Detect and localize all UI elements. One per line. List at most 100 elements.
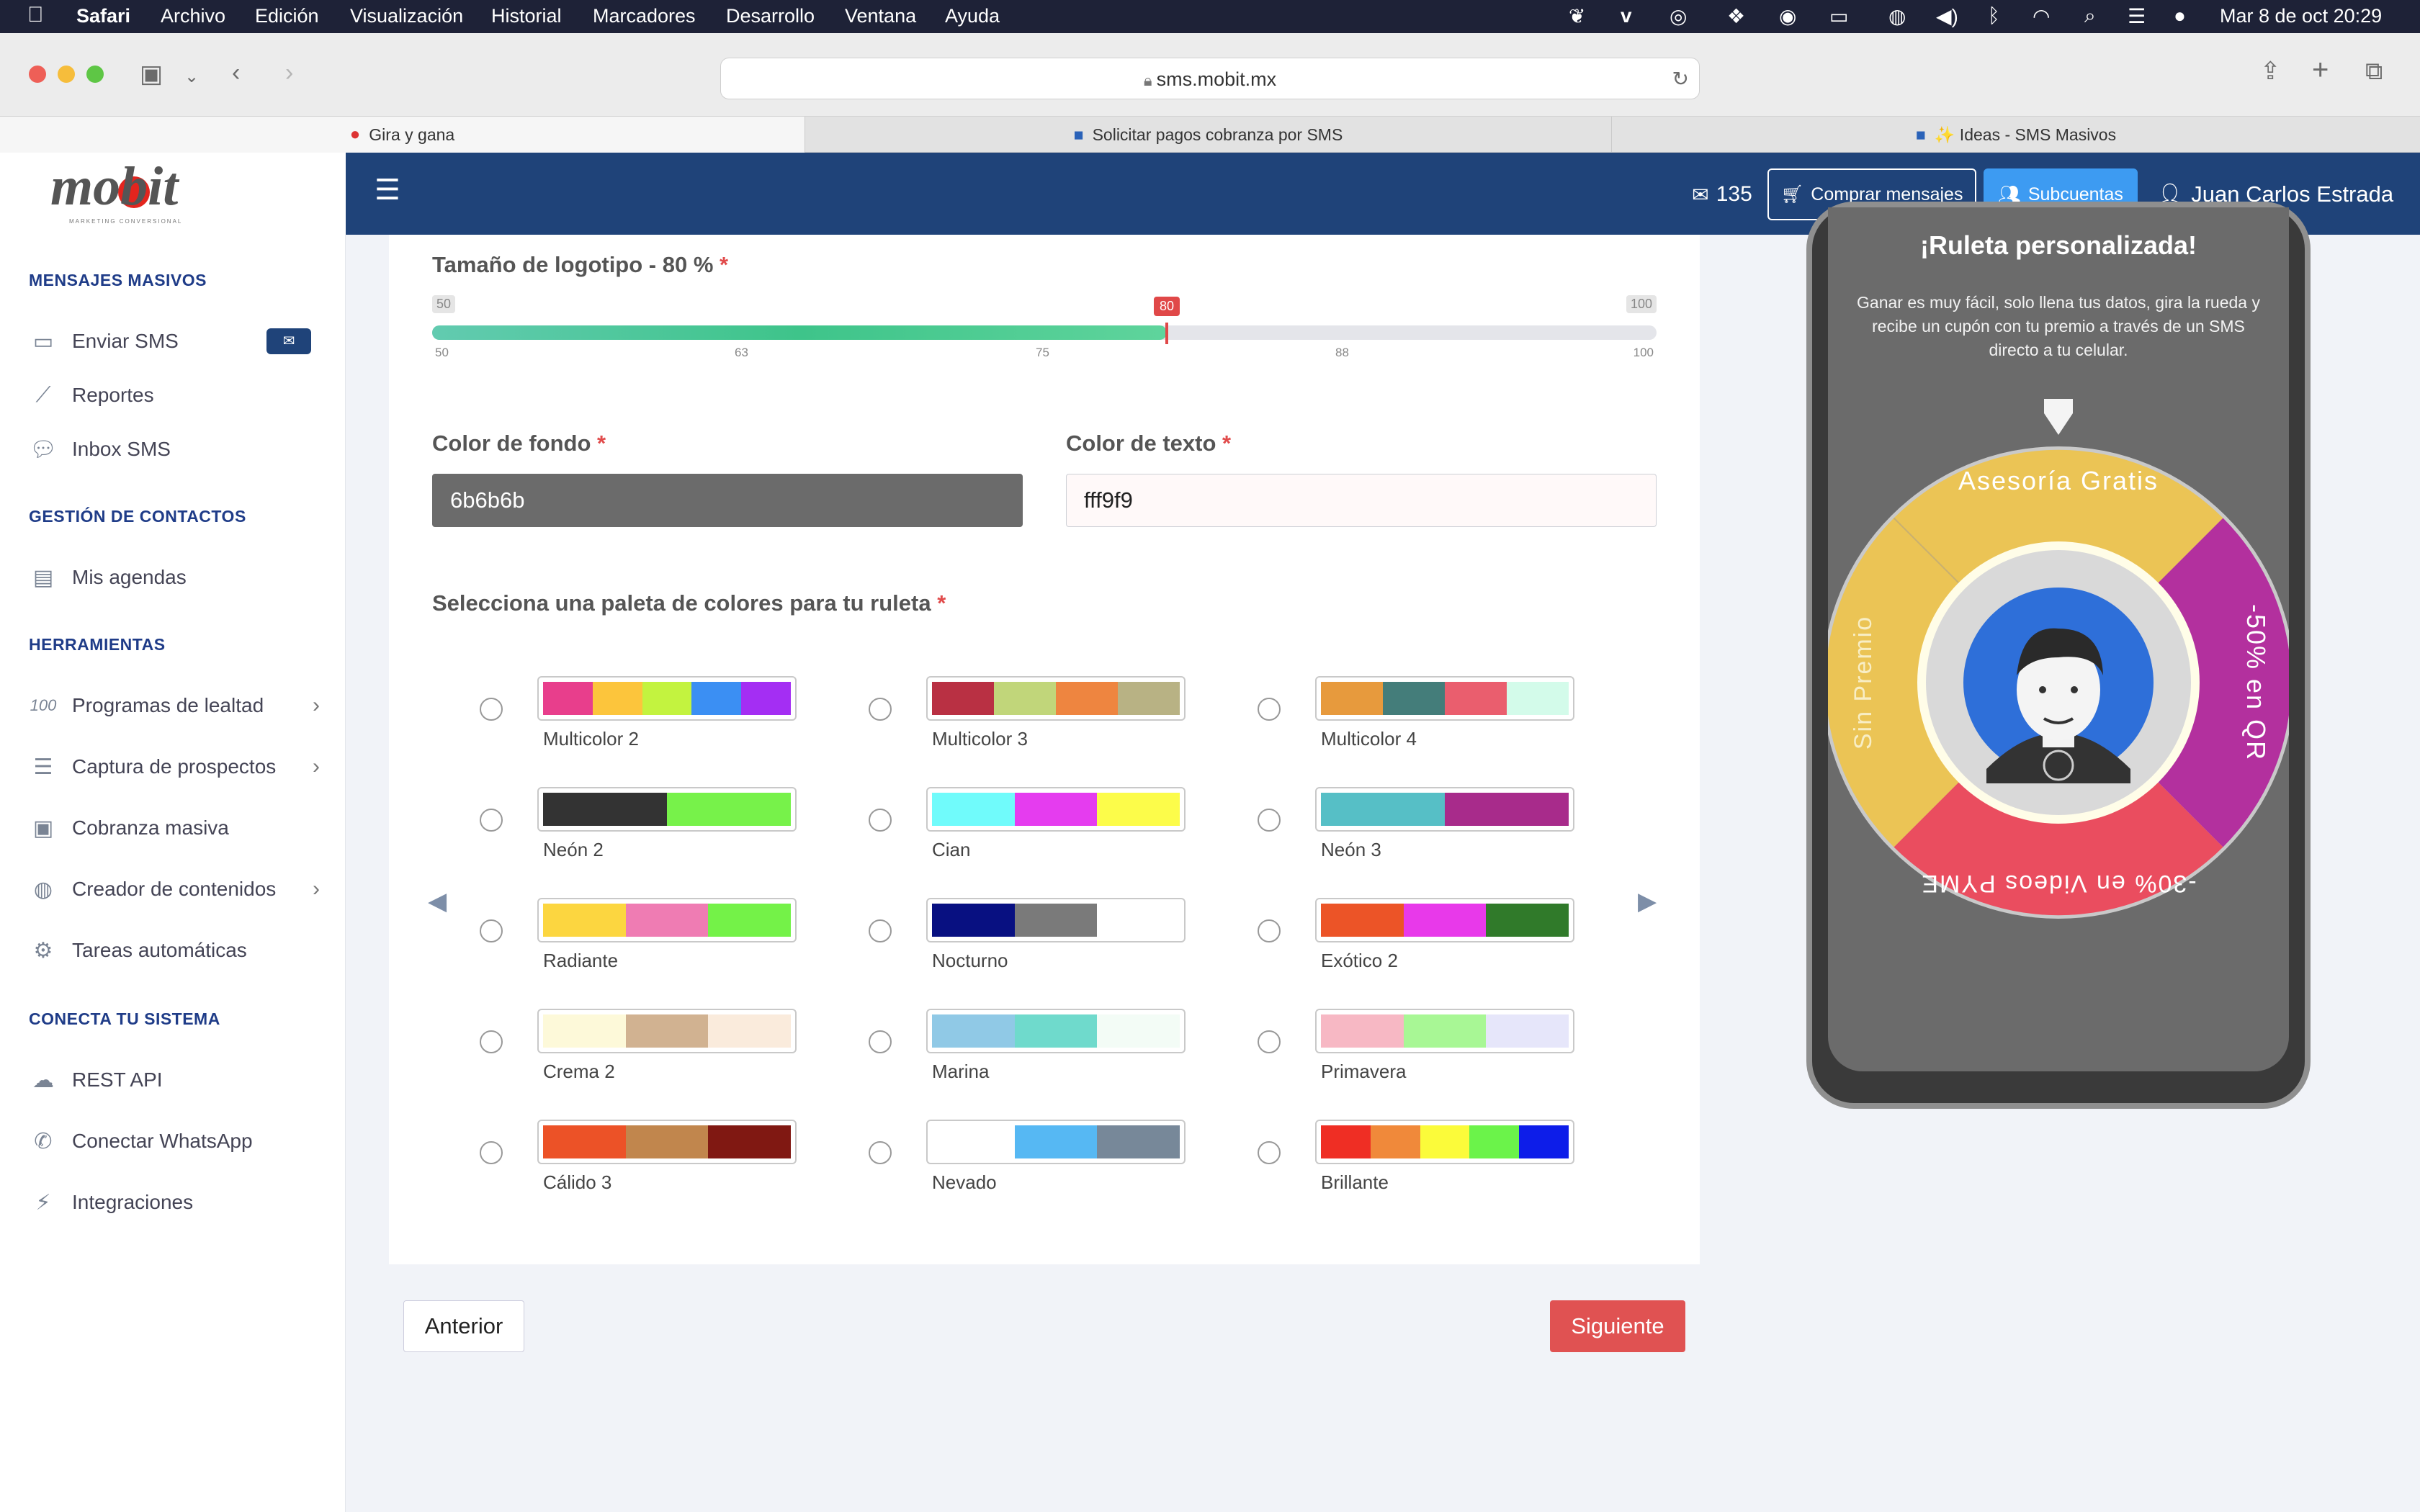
palette-radio[interactable]: [480, 1141, 503, 1164]
menu-ayuda[interactable]: Ayuda: [945, 5, 1000, 27]
reload-icon[interactable]: ↻: [1672, 68, 1689, 90]
palette-radio[interactable]: [480, 698, 503, 721]
menu-ventana[interactable]: Ventana: [845, 5, 917, 27]
forward-icon[interactable]: ›: [285, 59, 294, 86]
vimeo-icon[interactable]: v: [1621, 4, 1632, 27]
back-icon[interactable]: ‹: [232, 59, 241, 86]
palette-swatch[interactable]: [1315, 1120, 1574, 1164]
tab-solicitar-pagos[interactable]: ■ Solicitar pagos cobranza por SMS: [805, 117, 1612, 153]
messages-counter[interactable]: ✉ 135: [1682, 168, 1762, 220]
palette-radio[interactable]: [869, 698, 892, 721]
sidebar-toggle-icon[interactable]: ▣: [140, 60, 163, 88]
palette-swatch[interactable]: [1315, 787, 1574, 832]
airplay-icon[interactable]: ◉: [1779, 5, 1797, 27]
wifi-icon[interactable]: ◠: [2033, 5, 2051, 27]
menubar-datetime[interactable]: Mar 8 de oct 20:29: [2220, 5, 2383, 27]
anterior-button[interactable]: Anterior: [403, 1300, 524, 1352]
palette-swatch[interactable]: [1315, 898, 1574, 942]
sidebar-item-cobranza-masiva[interactable]: ▣ Cobranza masiva: [24, 806, 327, 850]
search-icon[interactable]: ⌕: [2084, 4, 2096, 27]
sidebar-item-conectar-whatsapp[interactable]: ✆ Conectar WhatsApp: [24, 1120, 327, 1163]
sidebar-item-label: Integraciones: [72, 1191, 194, 1213]
palette-radio[interactable]: [869, 1030, 892, 1053]
tab-gira-y-gana[interactable]: ● Gira y gana: [0, 117, 805, 153]
menu-archivo[interactable]: Archivo: [161, 5, 226, 27]
menu-edicion[interactable]: Edición: [255, 5, 319, 27]
palette-swatch[interactable]: [926, 898, 1186, 942]
text-color-input[interactable]: fff9f9: [1066, 474, 1657, 527]
minimize-window-button[interactable]: [58, 66, 75, 83]
palette-swatch[interactable]: [926, 787, 1186, 832]
sidebar-item-reportes[interactable]: ⟋ Reportes: [24, 374, 327, 417]
carousel-next-icon[interactable]: ▶: [1638, 888, 1657, 915]
new-tab-icon[interactable]: +: [2312, 54, 2329, 86]
siguiente-button[interactable]: Siguiente: [1550, 1300, 1685, 1352]
menu-historial[interactable]: Historial: [491, 5, 562, 27]
chevron-right-icon: ›: [313, 693, 320, 717]
dropbox-icon[interactable]: ❖: [1727, 5, 1746, 27]
sidebar-item-enviar-sms[interactable]: ▭ Enviar SMS ✉: [24, 320, 327, 363]
palette-radio[interactable]: [480, 809, 503, 832]
buy-messages-label: Comprar mensajes: [1811, 184, 1963, 204]
palette-swatch[interactable]: [1315, 1009, 1574, 1053]
user-circle-icon[interactable]: ◍: [1888, 5, 1906, 27]
tab-ideas[interactable]: ■ ✨ Ideas - SMS Masivos: [1612, 117, 2420, 153]
sidebar-item-inbox-sms[interactable]: 💬︎ Inbox SMS: [24, 428, 327, 471]
zoom-window-button[interactable]: [86, 66, 104, 83]
bluetooth-icon[interactable]: ᛒ: [1988, 4, 2000, 27]
sidebar-item-creador-contenidos[interactable]: ◍ Creador de contenidos ›: [24, 868, 327, 911]
close-window-button[interactable]: [29, 66, 46, 83]
palette-radio[interactable]: [1258, 698, 1281, 721]
roulette-wheel[interactable]: Asesoría Gratis -50% en QR -30% en Video…: [1828, 380, 2289, 956]
palette-swatch[interactable]: [537, 676, 797, 721]
share-icon[interactable]: ⇪: [2260, 58, 2281, 85]
palette-swatch[interactable]: [1315, 676, 1574, 721]
siri-icon[interactable]: ●: [2174, 4, 2186, 27]
menu-marcadores[interactable]: Marcadores: [593, 5, 696, 27]
volume-icon[interactable]: ◀︎): [1936, 5, 1958, 27]
airdrop-icon[interactable]: ◎: [1670, 5, 1688, 27]
sidebar-item-mis-agendas[interactable]: ▤ Mis agendas: [24, 556, 327, 599]
palette-radio[interactable]: [1258, 809, 1281, 832]
logo-area[interactable]: mobit MARKETING CONVERSIONAL: [0, 153, 346, 235]
evernote-icon[interactable]: ❦: [1569, 5, 1586, 27]
sidebar-item-integraciones[interactable]: ⚡ Integraciones: [24, 1181, 327, 1224]
apple-menu-icon[interactable]: : [27, 3, 44, 27]
palette-swatch[interactable]: [926, 1120, 1186, 1164]
control-center-icon[interactable]: ☰: [2128, 5, 2146, 27]
sidebar-item-rest-api[interactable]: ☁ REST API: [24, 1058, 327, 1102]
palette-radio[interactable]: [869, 919, 892, 942]
bg-color-input[interactable]: 6b6b6b: [432, 474, 1023, 527]
chevron-down-icon[interactable]: ⌄: [184, 67, 200, 86]
palette-swatch[interactable]: [537, 1009, 797, 1053]
palette-color-swatch: [708, 1014, 792, 1048]
menu-app-name[interactable]: Safari: [76, 5, 131, 27]
globe-icon: ◍: [33, 877, 53, 901]
menu-visualizacion[interactable]: Visualización: [350, 5, 464, 27]
list-icon: ☰: [33, 755, 53, 779]
palette-radio[interactable]: [869, 809, 892, 832]
palette-swatch[interactable]: [926, 1009, 1186, 1053]
carousel-prev-icon[interactable]: ◀: [428, 888, 447, 915]
address-bar[interactable]: 🔒︎ sms.mobit.mx ↻: [720, 58, 1700, 99]
palette-swatch[interactable]: [926, 676, 1186, 721]
sidebar-item-programas-lealtad[interactable]: 100 Programas de lealtad ›: [24, 684, 327, 727]
sidebar-item-tareas-automaticas[interactable]: ⚙ Tareas automáticas: [24, 929, 327, 972]
battery-icon[interactable]: ▭: [1829, 5, 1849, 27]
hamburger-menu-icon[interactable]: ☰: [375, 174, 400, 206]
menu-desarrollo[interactable]: Desarrollo: [726, 5, 815, 27]
logo-size-slider[interactable]: 50 100 80 50 63 75 88 100: [432, 295, 1657, 374]
tab-overview-icon[interactable]: ⧉: [2365, 58, 2383, 85]
palette-radio[interactable]: [869, 1141, 892, 1164]
palette-radio[interactable]: [480, 919, 503, 942]
palette-radio[interactable]: [1258, 1030, 1281, 1053]
slider-track[interactable]: [432, 325, 1657, 340]
palette-radio[interactable]: [1258, 919, 1281, 942]
palette-radio[interactable]: [1258, 1141, 1281, 1164]
sidebar-item-captura-prospectos[interactable]: ☰ Captura de prospectos ›: [24, 745, 327, 788]
slider-handle[interactable]: [1165, 323, 1168, 344]
palette-swatch[interactable]: [537, 1120, 797, 1164]
palette-swatch[interactable]: [537, 787, 797, 832]
palette-swatch[interactable]: [537, 898, 797, 942]
palette-radio[interactable]: [480, 1030, 503, 1053]
